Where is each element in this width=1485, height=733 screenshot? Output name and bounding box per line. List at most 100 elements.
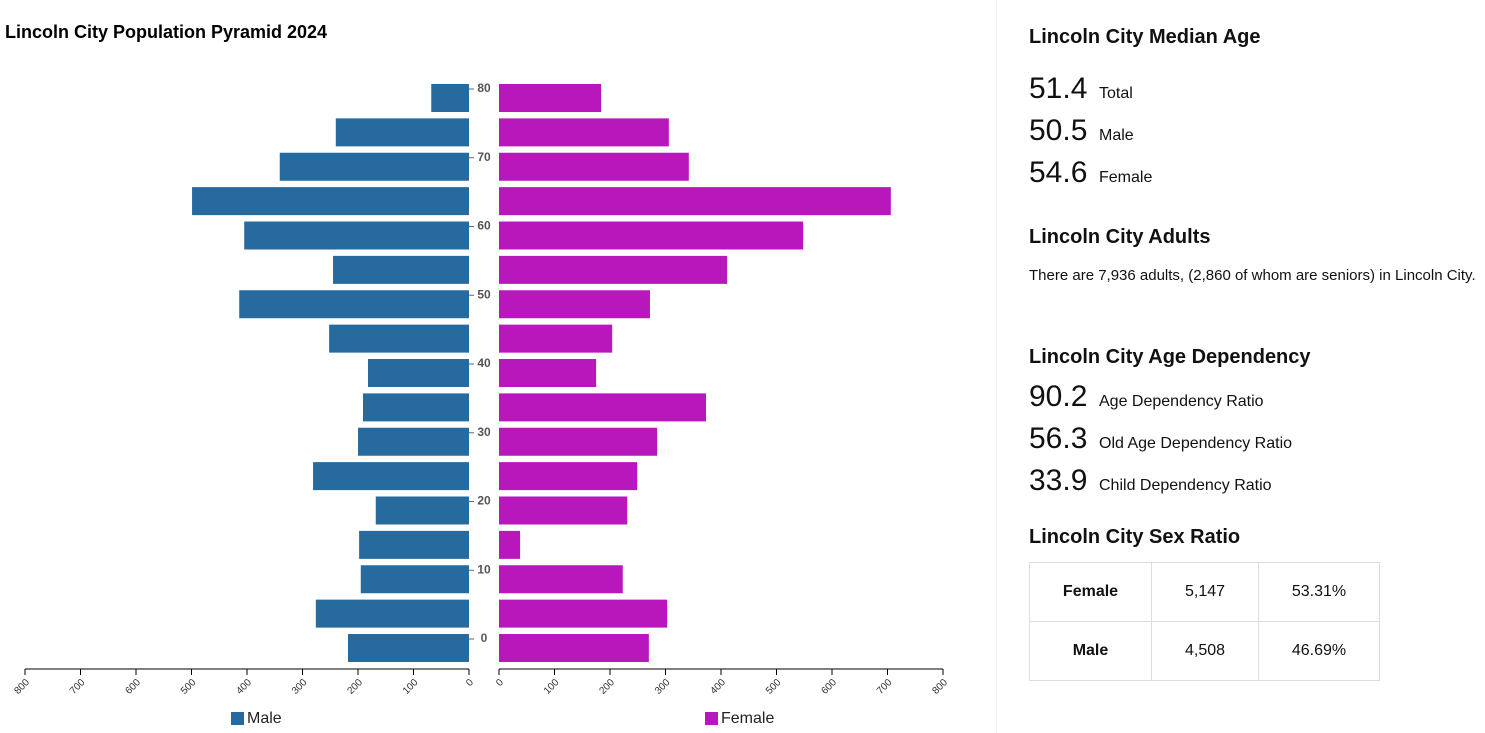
- stat-label: Female: [1099, 169, 1153, 186]
- x-tick-label: 800: [12, 677, 32, 697]
- stat: 51.4 Total: [1029, 72, 1133, 106]
- legend-swatch: [231, 712, 244, 725]
- stat-value: 33.9: [1029, 464, 1088, 497]
- bar: [499, 427, 658, 456]
- bar: [279, 152, 469, 181]
- bar: [499, 152, 689, 181]
- x-tick-label: 200: [597, 677, 617, 697]
- table-row: Male 4,508 46.69%: [1029, 621, 1380, 681]
- stat-label: Old Age Dependency Ratio: [1099, 435, 1293, 452]
- bar: [499, 187, 891, 216]
- stat-value: 51.4: [1029, 72, 1088, 105]
- x-tick-label: 400: [708, 677, 728, 697]
- x-tick-label: 800: [930, 677, 950, 697]
- bar: [358, 427, 469, 456]
- stat-label: Total: [1099, 85, 1133, 102]
- x-tick-label: 500: [179, 677, 199, 697]
- x-tick-label: 500: [764, 677, 784, 697]
- sex-ratio-table: Female 5,147 53.31% Male 4,508 46.69%: [1029, 562, 1380, 681]
- stat: 54.6 Female: [1029, 156, 1152, 190]
- bar: [375, 496, 469, 525]
- bar: [499, 359, 597, 387]
- bar: [499, 84, 602, 112]
- stat-label: Male: [1099, 127, 1134, 144]
- bar: [360, 565, 469, 594]
- stat: 90.2 Age Dependency Ratio: [1029, 380, 1264, 414]
- bar: [499, 255, 728, 284]
- cell: Female: [1029, 562, 1152, 622]
- y-tick-label: 70: [477, 150, 491, 164]
- x-tick-label: 100: [401, 677, 421, 697]
- x-tick-label: 700: [875, 677, 895, 697]
- bar: [499, 324, 613, 353]
- bar: [367, 359, 469, 387]
- bar: [499, 599, 668, 628]
- bar: [499, 290, 650, 319]
- cell: Male: [1029, 621, 1152, 681]
- stat: 33.9 Child Dependency Ratio: [1029, 464, 1272, 498]
- legend-label: Male: [247, 710, 282, 727]
- table-row: Female 5,147 53.31%: [1029, 562, 1380, 622]
- section-title: Lincoln City Median Age: [1029, 26, 1261, 48]
- section-title: Lincoln City Adults: [1029, 226, 1211, 248]
- cell: 46.69%: [1258, 621, 1380, 681]
- stat-label: Age Dependency Ratio: [1099, 393, 1264, 410]
- y-tick-label: 0: [481, 631, 488, 645]
- stat-value: 54.6: [1029, 156, 1088, 189]
- x-tick-label: 600: [123, 677, 143, 697]
- legend-swatch: [705, 712, 718, 725]
- x-tick-label: 200: [345, 677, 365, 697]
- bar: [192, 187, 469, 216]
- stat-value: 90.2: [1029, 380, 1088, 413]
- section-title: Lincoln City Age Dependency: [1029, 346, 1311, 368]
- bar: [499, 496, 628, 525]
- bar: [499, 565, 623, 594]
- bar: [362, 393, 469, 422]
- bar: [359, 530, 469, 559]
- stats-panel: Lincoln City Median Age 51.4 Total 50.5 Ma…: [996, 0, 1485, 733]
- cell: 5,147: [1151, 562, 1259, 622]
- bar: [244, 221, 469, 250]
- y-tick-label: 10: [477, 562, 491, 576]
- bar: [499, 393, 707, 422]
- bar: [239, 290, 469, 319]
- cell: 4,508: [1151, 621, 1259, 681]
- bar: [348, 634, 469, 662]
- stat: 50.5 Male: [1029, 114, 1134, 148]
- x-tick-label: 0: [494, 677, 506, 689]
- bar: [499, 530, 521, 559]
- bar: [499, 462, 638, 491]
- y-tick-label: 60: [477, 219, 491, 233]
- y-tick-label: 30: [477, 425, 491, 439]
- bar: [329, 324, 469, 353]
- x-tick-label: 100: [542, 677, 562, 697]
- stat-value: 56.3: [1029, 422, 1088, 455]
- x-tick-label: 700: [68, 677, 88, 697]
- y-tick-label: 40: [477, 356, 491, 370]
- bar: [431, 84, 469, 112]
- x-tick-label: 300: [653, 677, 673, 697]
- bar: [499, 118, 669, 147]
- cell: 53.31%: [1258, 562, 1380, 622]
- chart: Lincoln City Population Pyramid 2024 0 10…: [5, 22, 950, 727]
- bar: [333, 255, 469, 284]
- x-tick-label: 300: [290, 677, 310, 697]
- y-tick-label: 20: [477, 494, 491, 508]
- y-tick-label: 80: [477, 81, 491, 95]
- chart-title: Lincoln City Population Pyramid 2024: [5, 22, 327, 42]
- adults-text: There are 7,936 adults, (2,860 of whom a…: [1029, 267, 1476, 284]
- x-tick-label: 600: [819, 677, 839, 697]
- bar: [499, 221, 804, 250]
- bar: [313, 462, 469, 491]
- y-tick-label: 50: [477, 287, 491, 301]
- bar: [315, 599, 469, 628]
- stat-value: 50.5: [1029, 114, 1088, 147]
- legend-label: Female: [721, 710, 774, 727]
- section-title: Lincoln City Sex Ratio: [1029, 526, 1241, 548]
- stat-label: Child Dependency Ratio: [1099, 477, 1272, 494]
- bar: [499, 634, 649, 662]
- bar: [335, 118, 469, 147]
- x-tick-label: 0: [464, 677, 476, 689]
- stat: 56.3 Old Age Dependency Ratio: [1029, 422, 1292, 456]
